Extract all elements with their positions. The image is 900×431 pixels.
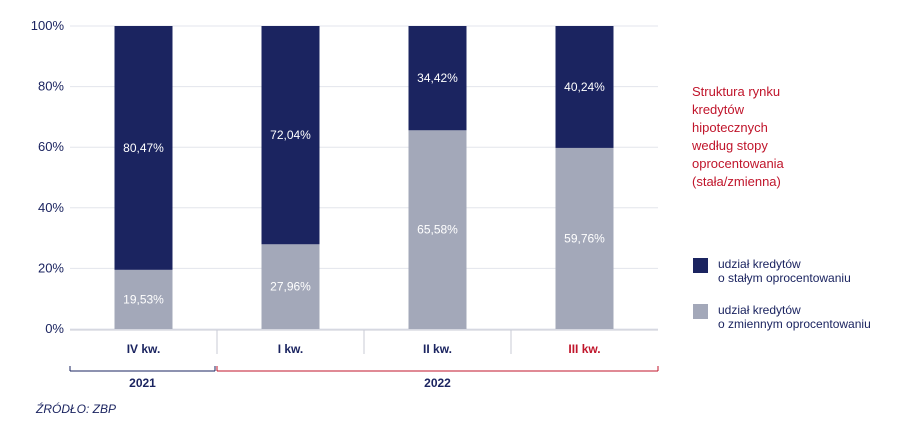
bar-segment-variable: [114, 269, 173, 329]
year-label: 2021: [129, 376, 156, 390]
bar-segment-variable: [261, 244, 320, 329]
legend-item-fixed-rate: udział kredytów o stałym oprocentowaniu: [693, 257, 851, 285]
chart-title-line: kredytów: [692, 102, 745, 117]
chart-title-line: Struktura rynku: [692, 84, 781, 99]
legend-swatch: [693, 258, 708, 273]
data-label: 19,53%: [123, 292, 164, 306]
legend-item-variable-rate: udział kredytów o zmiennym oprocentowani…: [693, 303, 871, 331]
year-label: 2022: [424, 376, 451, 390]
y-tick-label: 80%: [38, 79, 64, 94]
y-axis-ticks: 0% 20% 40% 60% 80% 100%: [31, 18, 65, 336]
data-label: 34,42%: [417, 71, 458, 85]
data-label: 59,76%: [564, 231, 605, 245]
data-label: 27,96%: [270, 280, 311, 294]
legend-label: udział kredytów o zmiennym oprocentowani…: [718, 303, 871, 331]
x-tick-label: III kw.: [568, 342, 600, 356]
bar-segment-fixed: [114, 26, 173, 270]
legend-label: udział kredytów o stałym oprocentowaniu: [718, 257, 851, 285]
chart-title: Struktura rynku kredytów hipotecznych wedłu…: [692, 83, 867, 191]
bar-segment-fixed: [261, 26, 320, 245]
data-label: 65,58%: [417, 223, 458, 237]
data-label: 72,04%: [270, 128, 311, 142]
chart-title-line: według stopy: [692, 138, 768, 153]
chart-title-line: oprocentowania: [692, 156, 784, 171]
legend-line: o stałym oprocentowaniu: [718, 271, 851, 285]
x-tick-label: IV kw.: [127, 342, 161, 356]
chart-title-line: hipotecznych: [692, 120, 768, 135]
legend-line: udział kredytów: [718, 257, 801, 271]
bar-segment-fixed: [408, 26, 467, 131]
y-tick-label: 100%: [31, 18, 65, 33]
chart-title-line: (stała/zmienna): [692, 174, 781, 189]
bar-segment-variable: [555, 147, 614, 329]
legend-line: udział kredytów: [718, 303, 801, 317]
data-label: 80,47%: [123, 141, 164, 155]
y-tick-label: 40%: [38, 200, 64, 215]
legend-line: o zmiennym oprocentowaniu: [718, 317, 871, 331]
bars: 19,53% 80,47% 27,96% 72,04% 65,58% 34,42% 59,7…: [114, 26, 614, 329]
x-axis: IV kw. I kw. II kw. III kw. 2021 2022: [69, 329, 659, 390]
data-label: 40,24%: [564, 80, 605, 94]
y-tick-label: 0%: [45, 321, 64, 336]
bar-segment-fixed: [555, 26, 614, 148]
x-tick-label: II kw.: [423, 342, 452, 356]
x-tick-label: I kw.: [278, 342, 304, 356]
legend-swatch: [693, 304, 708, 319]
y-tick-label: 60%: [38, 139, 64, 154]
bar-segment-variable: [408, 130, 467, 329]
source-note: ŹRÓDŁO: ZBP: [36, 402, 117, 416]
y-tick-label: 20%: [38, 260, 64, 275]
